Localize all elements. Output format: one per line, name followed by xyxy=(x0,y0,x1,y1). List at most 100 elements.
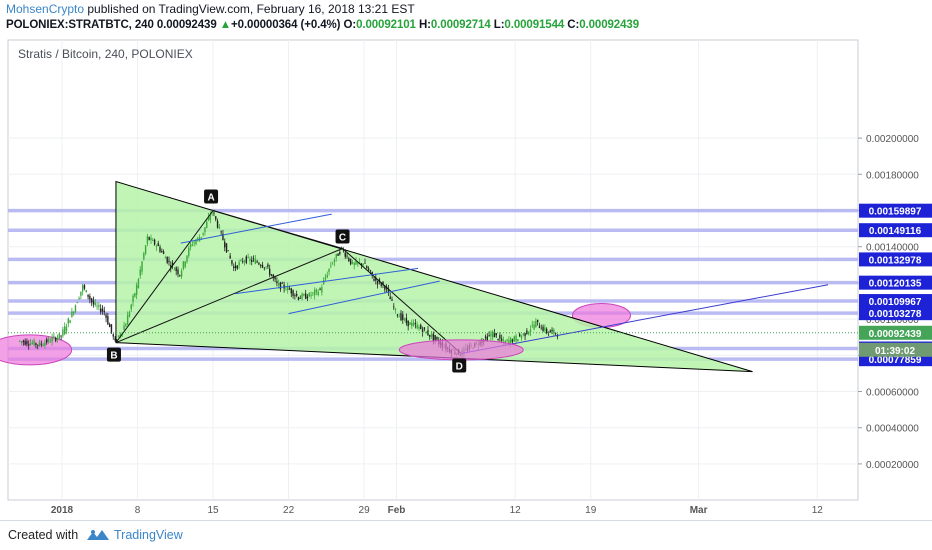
candle-body xyxy=(554,332,557,334)
candle-body xyxy=(544,327,546,331)
candle-body xyxy=(55,338,57,341)
candle-body xyxy=(161,251,163,252)
candle-body xyxy=(193,242,195,244)
time-tick-label: 2018 xyxy=(51,505,74,516)
candle-body xyxy=(42,344,44,346)
time-tick-label: 12 xyxy=(812,505,824,516)
candle-body xyxy=(38,342,41,346)
highlight-ellipse xyxy=(0,334,73,366)
candle-body xyxy=(355,261,357,265)
price-tick-label: 0.00060000 xyxy=(866,388,919,399)
candle-body xyxy=(103,310,105,313)
candle-body xyxy=(335,253,337,258)
candle-body xyxy=(71,311,73,318)
candle-body xyxy=(130,304,132,310)
candle-body xyxy=(254,259,257,264)
candle-body xyxy=(229,255,231,259)
candle-body xyxy=(308,292,310,297)
candle-body xyxy=(188,247,190,256)
candle-body xyxy=(270,274,273,276)
price-tick-label: 0.00100000 xyxy=(866,315,919,326)
candle-body xyxy=(509,338,512,344)
tradingview-link[interactable]: TradingView xyxy=(114,528,183,542)
candle-body xyxy=(258,262,260,265)
candle-body xyxy=(110,324,113,333)
candle-body xyxy=(312,292,314,294)
candle-body xyxy=(304,293,307,299)
candle-body xyxy=(189,243,192,248)
candle-body xyxy=(63,326,66,335)
candle-body xyxy=(324,277,327,280)
candle-body xyxy=(384,286,386,290)
current-price-label-bg xyxy=(859,325,932,340)
candle-body xyxy=(108,324,111,328)
candle-body xyxy=(366,266,368,269)
candle-body xyxy=(184,261,186,267)
candle-body xyxy=(286,286,289,291)
candle-body xyxy=(67,318,69,324)
candle-body xyxy=(551,330,553,332)
candle-body xyxy=(486,336,489,341)
candle-body xyxy=(272,274,275,278)
candle-body xyxy=(535,321,537,328)
candle-body xyxy=(72,311,75,314)
candle-body xyxy=(306,296,309,299)
candle-body xyxy=(134,293,136,297)
candle-body xyxy=(542,326,544,331)
candle-body xyxy=(168,260,170,262)
candle-body xyxy=(141,261,143,272)
candle-body xyxy=(114,338,116,341)
candle-body xyxy=(107,315,109,325)
candle-body xyxy=(125,324,127,327)
level-price-label: 0.00149116 xyxy=(869,226,922,237)
candle-body xyxy=(317,292,319,295)
time-tick-label: Feb xyxy=(388,505,406,516)
candle-body xyxy=(540,328,542,330)
point-marker-label: D xyxy=(456,361,463,372)
candle-body xyxy=(403,318,406,320)
current-price-label: 0.00092439 xyxy=(869,329,922,340)
level-price-label: 0.00159897 xyxy=(869,207,922,218)
candle-body xyxy=(299,298,301,299)
candle-body xyxy=(279,282,282,290)
candle-body xyxy=(407,320,409,327)
countdown-label: 01:39:02 xyxy=(875,346,915,357)
candle-body xyxy=(330,265,332,267)
candle-body xyxy=(234,265,237,269)
candle-body xyxy=(215,216,217,220)
candle-body xyxy=(414,323,417,325)
pattern-line xyxy=(342,248,462,354)
candle-body xyxy=(170,265,172,268)
candle-body xyxy=(197,237,199,239)
candle-body xyxy=(502,339,505,341)
time-tick-label: 12 xyxy=(510,505,522,516)
candle-body xyxy=(344,252,346,257)
tradingview-logo-icon xyxy=(87,530,109,540)
candle-body xyxy=(436,337,438,340)
candle-body xyxy=(313,290,316,296)
candle-body xyxy=(425,331,427,334)
candle-body xyxy=(337,253,339,256)
high-value: 0.00092714 xyxy=(430,19,491,31)
candle-body xyxy=(89,295,91,300)
author-link[interactable]: MohsenCrypto xyxy=(6,2,85,16)
candle-body xyxy=(556,335,559,337)
candle-body xyxy=(99,308,102,313)
candle-body xyxy=(171,262,174,266)
candle-body xyxy=(159,246,161,252)
candle-body xyxy=(524,333,526,337)
candle-body xyxy=(290,288,292,294)
candle-body xyxy=(22,340,25,343)
channel-line xyxy=(180,213,332,244)
candle-body xyxy=(319,288,321,290)
candle-body xyxy=(360,263,363,266)
candle-body xyxy=(245,256,248,263)
candle-body xyxy=(526,330,528,334)
point-marker-label: A xyxy=(207,193,214,204)
candle-body xyxy=(76,302,78,304)
candle-body xyxy=(288,288,291,290)
candle-body xyxy=(301,293,303,299)
candle-body xyxy=(484,336,487,338)
price-tick-label: 0.00180000 xyxy=(866,170,919,181)
